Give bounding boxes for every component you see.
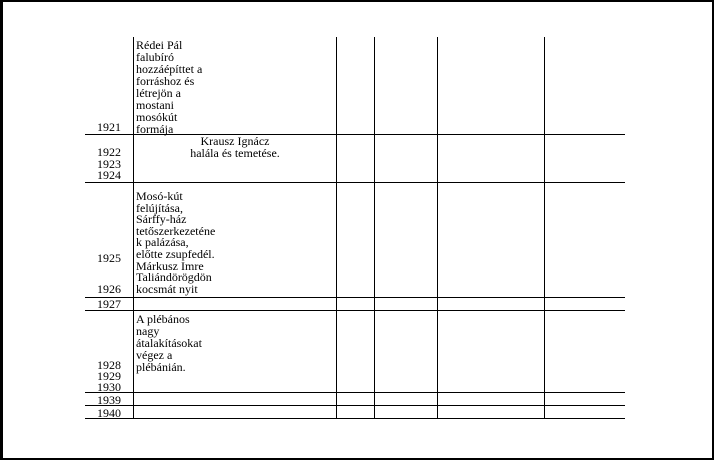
year-label-1925: 1925 (97, 251, 121, 265)
year-label-1928: 1928 (97, 358, 121, 372)
table-horizontal-border (85, 418, 625, 419)
cell-text-1921: Rédei Pál falubíró hozzáépíttet a forrás… (136, 38, 203, 136)
year-label-1921: 1921 (97, 120, 121, 134)
table-horizontal-border (85, 405, 625, 406)
year-label-1926: 1926 (97, 282, 121, 296)
year-label-1927: 1927 (97, 297, 121, 311)
cell-text-1922-1924: Krausz Ignácz halála és temetése. (190, 134, 280, 160)
cell-text-1928-1930: A plébános nagy átalakításokat végez a p… (136, 312, 202, 374)
table-horizontal-border (85, 392, 625, 393)
table-horizontal-border (85, 297, 625, 298)
year-label-1922: 1922 (97, 145, 121, 159)
year-label-1939: 1939 (97, 393, 121, 407)
table-horizontal-border (85, 134, 625, 135)
year-label-1930: 1930 (97, 380, 121, 394)
year-label-1923: 1923 (97, 157, 121, 171)
cell-text-1925-1926: Mosó-kút felújítása, Sárffy-ház tetőszer… (136, 189, 216, 296)
table-horizontal-border (85, 182, 625, 183)
table-vertical-border (374, 37, 375, 418)
table-vertical-border (544, 37, 545, 418)
table-horizontal-border (85, 310, 625, 311)
year-label-1924: 1924 (97, 168, 121, 182)
table-vertical-border (133, 37, 134, 418)
year-label-1940: 1940 (97, 406, 121, 420)
table-vertical-border (336, 37, 337, 418)
table-vertical-border (437, 37, 438, 418)
year-label-1929: 1929 (97, 369, 121, 383)
